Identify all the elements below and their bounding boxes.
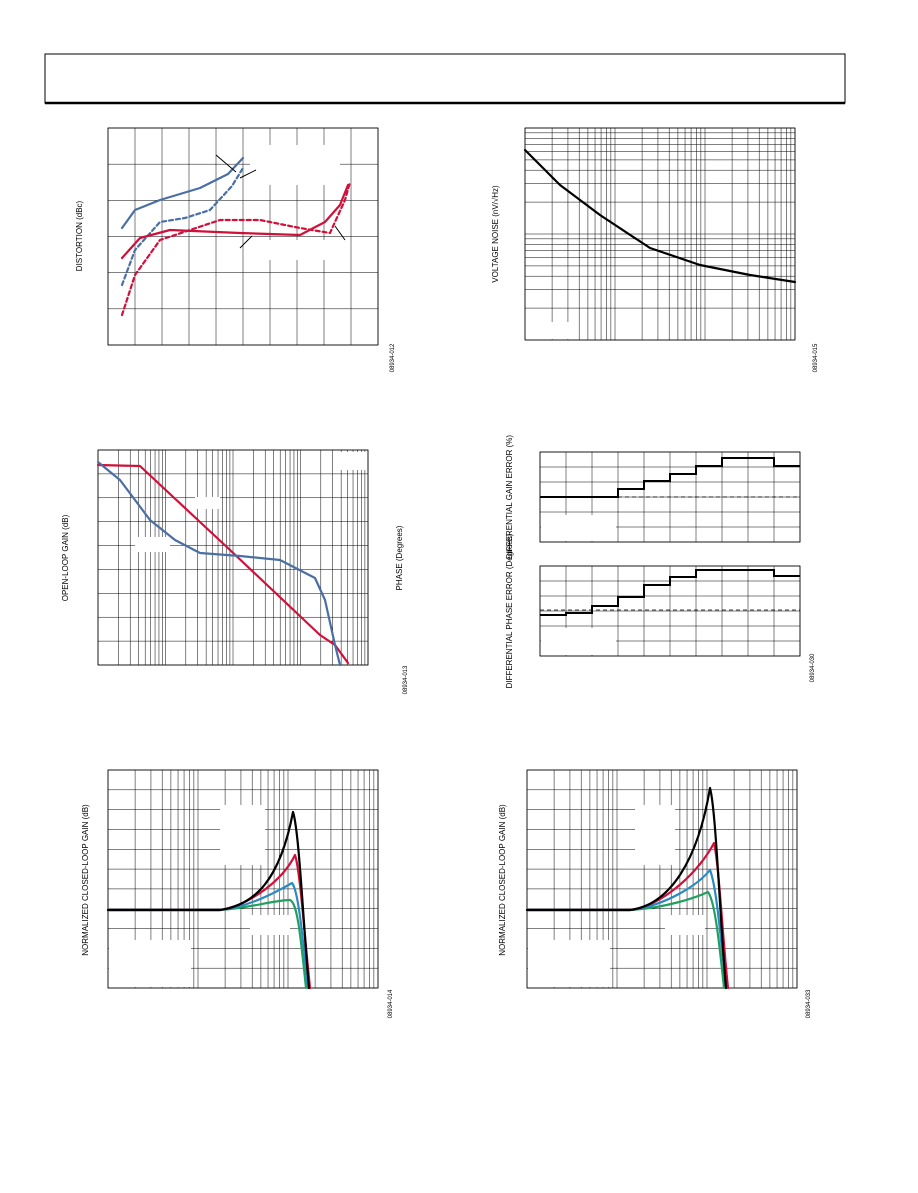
legend-area: [528, 940, 610, 987]
curve: [120, 180, 352, 317]
curve: [525, 786, 728, 990]
curve: [523, 148, 797, 284]
curve: [540, 457, 800, 498]
curve: [106, 810, 311, 990]
legend-area: [335, 452, 367, 470]
y-axis-label: VOLTAGE NOISE (nV/√Hz): [491, 185, 500, 283]
legend-area: [541, 628, 616, 655]
figure-code: 08934-013: [403, 665, 409, 694]
curve: [120, 166, 245, 287]
legend-area: [250, 145, 340, 185]
curve: [120, 156, 245, 230]
legend-area: [541, 515, 616, 541]
figure-code: 08934-030: [810, 653, 816, 682]
curve: [540, 569, 800, 616]
curve: [96, 460, 342, 667]
header-box: [44, 53, 846, 104]
y-axis-label: OPEN-LOOP GAIN (dB): [61, 514, 70, 601]
arrow: [334, 225, 346, 241]
legend-area: [195, 497, 220, 509]
figure-code: 08934-014: [388, 989, 394, 1018]
arrow: [239, 235, 253, 249]
legend-area: [250, 915, 290, 935]
legend-area: [109, 940, 191, 987]
curve: [106, 881, 310, 990]
arrow: [239, 169, 257, 179]
figure-code: 08934-012: [390, 343, 396, 372]
legend-area: [255, 240, 325, 260]
y2-axis-label: PHASE (Degrees): [395, 525, 404, 590]
y-axis-label: NORMALIZED CLOSED-LOOP GAIN (dB): [498, 804, 507, 956]
y-axis-label: NORMALIZED CLOSED-LOOP GAIN (dB): [81, 804, 90, 956]
y2-axis-label: DIFFERENTIAL PHASE ERROR (Degrees): [505, 533, 514, 688]
curve: [525, 890, 726, 990]
curve: [525, 868, 728, 990]
legend-area: [220, 805, 265, 865]
legend-area: [665, 915, 705, 935]
curve: [106, 898, 308, 990]
grids: [97, 127, 801, 989]
arrow: [215, 154, 237, 173]
legend-area: [635, 805, 675, 865]
figure-code: 08934-033: [806, 989, 812, 1018]
y-axis-label: DIFFERENTIAL GAIN ERROR (%): [505, 435, 514, 559]
curve: [120, 183, 350, 260]
figure-code: 08934-015: [813, 343, 819, 372]
legend-area: [135, 537, 170, 552]
legend-area: [526, 322, 576, 339]
y-axis-label: DISTORTION (dBc): [75, 200, 84, 271]
